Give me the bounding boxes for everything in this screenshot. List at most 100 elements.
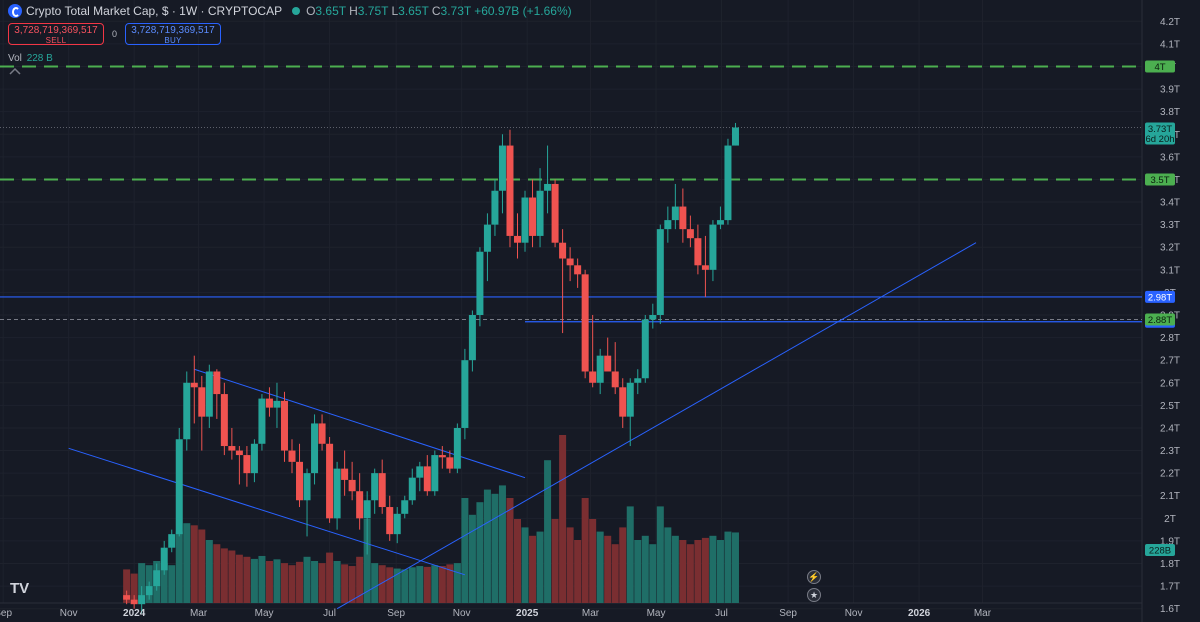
candles [123,122,739,614]
candle-body [145,586,153,596]
candle-body [716,220,724,225]
candle-body [205,371,213,417]
candle-body [280,400,288,451]
volume-bar [731,532,739,603]
volume-bar [348,566,356,603]
volume-bar [341,564,349,603]
candle-body [498,145,506,191]
volume-value: 228 B [26,53,53,64]
candle-body [626,382,634,417]
candle-body [604,355,612,372]
trendline [194,368,526,479]
candle-body [220,394,228,447]
buy-button[interactable]: 3,728,719,369,517 BUY [125,23,221,45]
volume-bar [559,435,567,603]
candle-body [318,423,326,444]
candle-body [483,224,491,252]
price-tick-label: 3.3T [1160,220,1180,231]
volume-bar [491,493,499,603]
time-tick-label: Jul [323,608,336,619]
volume-bar [175,531,183,603]
level-badge: 2.88T [1148,315,1172,326]
volume-bar [679,540,687,603]
candle-body [491,190,499,225]
chevron-up-icon[interactable] [9,67,21,75]
price-tick-label: 3.1T [1160,265,1180,276]
last-price-badge-bg [1145,122,1175,145]
volume-badge: 228B [1149,546,1171,557]
candle-body [506,145,514,236]
horizontal-levels[interactable] [0,65,1142,323]
symbol-title[interactable]: Crypto Total Market Cap, $ · 1W · CRYPTO… [26,4,283,18]
lightning-icon[interactable]: ⚡ [807,570,821,584]
volume-bar [536,531,544,603]
volume-bar [506,498,514,603]
volume-bar [243,556,251,603]
volume-bar [408,567,416,603]
volume-bar [250,558,258,603]
candle-body [153,570,161,587]
price-tick-label: 2T [1164,514,1176,525]
level-badge: 4T [1154,62,1165,73]
time-axis[interactable]: Sep Nov 2024 Mar May Jul Sep Nov 2025 Mar May Jul Se… [0,608,992,619]
price-tick-label: 2.2T [1160,469,1180,480]
volume-bar [596,531,604,603]
volume-bar [123,569,131,603]
us-flag-icon[interactable]: ★ [807,588,821,602]
sell-button[interactable]: 3,728,719,369,517 SELL [8,23,104,45]
volume-bar [716,540,724,603]
ohlc-high-key: H [349,4,358,18]
candle-body [250,443,258,474]
candle-body [461,360,469,428]
candle-body [401,500,409,514]
volume-bar [311,561,319,603]
price-tick-label: 2.5T [1160,401,1180,412]
level-badge: 3.5T [1150,175,1169,186]
chart-header: Crypto Total Market Cap, $ · 1W · CRYPTO… [8,4,575,18]
candle-body [656,229,664,315]
tradingview-logo[interactable]: TV [10,580,30,597]
price-tick-label: 2.4T [1160,423,1180,434]
volume-bar [213,544,221,603]
time-tick-label: Mar [974,608,992,619]
candle-body [341,468,349,480]
candle-body [566,258,574,266]
volume-bar [356,556,364,603]
candle-body [235,450,243,456]
price-tick-label: 3.9T [1160,85,1180,96]
candle-body [521,197,529,243]
candle-body [634,378,642,383]
candle-body [160,547,168,571]
volume-bar [521,527,529,603]
price-tick-label: 4.1T [1160,39,1180,50]
volume-bar [619,527,627,603]
volume-bar [634,540,642,603]
candle-body [123,595,131,600]
candle-body [416,466,424,478]
volume-bar [130,573,138,603]
volume-bar [468,514,476,603]
candle-body [589,371,597,383]
volume-bar [303,556,311,603]
volume-legend[interactable]: Vol 228 B [8,53,53,64]
price-tick-label: 3.2T [1160,243,1180,254]
ohlc-low-key: L [391,4,399,18]
level-badge-bg [1145,60,1175,73]
volume-bar [235,554,243,603]
candle-body [671,206,679,221]
candle-body [175,439,183,535]
price-tick-label: 2.6T [1160,378,1180,389]
volume-bar [198,529,206,603]
volume-bar [363,519,371,603]
trendlines[interactable] [68,242,977,610]
price-tick-label: 1.8T [1160,559,1180,570]
candle-body [183,382,191,440]
last-price-badge-countdown: 6d 20h [1145,134,1174,145]
volume-bar [160,563,168,603]
time-tick-label: Nov [453,608,471,619]
candle-body [453,427,461,469]
volume-bar [574,540,582,603]
candle-body [243,455,251,474]
volume-bar [581,498,589,603]
